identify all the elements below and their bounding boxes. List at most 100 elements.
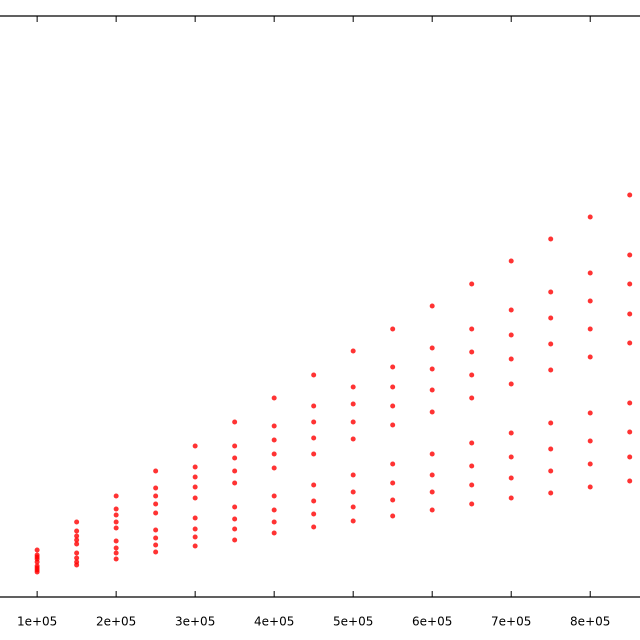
point xyxy=(429,303,435,309)
point xyxy=(429,472,435,478)
point xyxy=(587,326,593,332)
point xyxy=(232,443,238,449)
point xyxy=(271,507,277,513)
x-tick-label: 2e+05 xyxy=(96,615,136,629)
point xyxy=(508,454,514,460)
point xyxy=(153,468,159,474)
point xyxy=(350,436,356,442)
x-tick-label: 3e+05 xyxy=(175,615,215,629)
point xyxy=(350,504,356,510)
point xyxy=(627,340,633,346)
point xyxy=(232,537,238,543)
point xyxy=(74,537,80,543)
point xyxy=(390,480,396,486)
point xyxy=(469,281,475,287)
point xyxy=(587,354,593,360)
point xyxy=(153,510,159,516)
point xyxy=(548,420,554,426)
point xyxy=(469,395,475,401)
point xyxy=(548,446,554,452)
point xyxy=(192,534,198,540)
point xyxy=(192,543,198,549)
point xyxy=(113,519,119,525)
point xyxy=(508,307,514,313)
point xyxy=(429,366,435,372)
point xyxy=(548,341,554,347)
point xyxy=(429,387,435,393)
point xyxy=(192,443,198,449)
point xyxy=(587,298,593,304)
point xyxy=(271,437,277,443)
point xyxy=(548,468,554,474)
point xyxy=(469,440,475,446)
point xyxy=(469,463,475,469)
point xyxy=(429,409,435,415)
point xyxy=(311,419,317,425)
point xyxy=(469,501,475,507)
point xyxy=(548,289,554,295)
point xyxy=(232,526,238,532)
point xyxy=(311,511,317,517)
point xyxy=(232,480,238,486)
point xyxy=(74,519,80,525)
point xyxy=(271,493,277,499)
point xyxy=(627,192,633,198)
point xyxy=(113,506,119,512)
point xyxy=(232,419,238,425)
point xyxy=(429,451,435,457)
x-tick-label: 8e+05 xyxy=(570,615,610,629)
point xyxy=(508,356,514,362)
point xyxy=(548,236,554,242)
point xyxy=(311,451,317,457)
point xyxy=(192,515,198,521)
point xyxy=(350,348,356,354)
point xyxy=(74,541,80,547)
point xyxy=(429,507,435,513)
point xyxy=(153,485,159,491)
point xyxy=(271,519,277,525)
point xyxy=(429,345,435,351)
x-tick-label: 5e+05 xyxy=(333,615,373,629)
x-tick-label: 1e+05 xyxy=(17,615,57,629)
point xyxy=(153,535,159,541)
x-tick-label: 6e+05 xyxy=(412,615,452,629)
point xyxy=(350,419,356,425)
point xyxy=(627,281,633,287)
point xyxy=(232,504,238,510)
point xyxy=(192,484,198,490)
point xyxy=(34,559,40,565)
point xyxy=(113,512,119,518)
point xyxy=(113,556,119,562)
point xyxy=(74,555,80,561)
point xyxy=(192,495,198,501)
point xyxy=(350,472,356,478)
point xyxy=(74,533,80,539)
point xyxy=(153,542,159,548)
point xyxy=(271,451,277,457)
point xyxy=(548,367,554,373)
point xyxy=(508,332,514,338)
point xyxy=(153,527,159,533)
point xyxy=(587,214,593,220)
point xyxy=(469,326,475,332)
point xyxy=(627,454,633,460)
point xyxy=(350,384,356,390)
point xyxy=(390,364,396,370)
point xyxy=(311,372,317,378)
point xyxy=(469,482,475,488)
point xyxy=(508,495,514,501)
point xyxy=(232,455,238,461)
point xyxy=(74,528,80,534)
point xyxy=(429,489,435,495)
point xyxy=(350,518,356,524)
point xyxy=(34,547,40,553)
point xyxy=(350,401,356,407)
point xyxy=(587,270,593,276)
point xyxy=(390,403,396,409)
point xyxy=(548,315,554,321)
point xyxy=(192,526,198,532)
point xyxy=(508,381,514,387)
point xyxy=(390,513,396,519)
point xyxy=(153,493,159,499)
point xyxy=(469,349,475,355)
